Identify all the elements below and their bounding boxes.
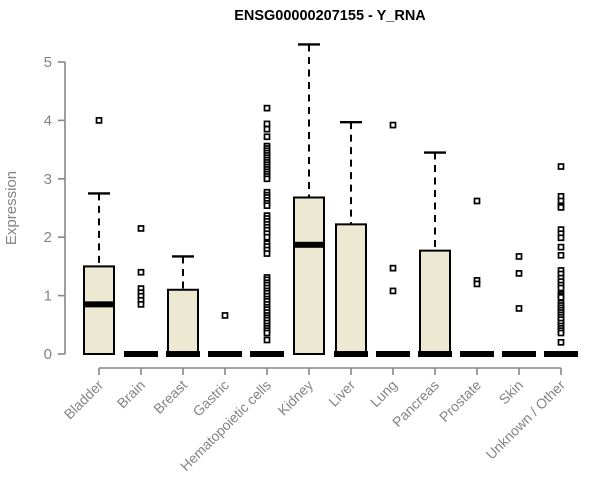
outlier-point <box>137 268 145 276</box>
outlier-point <box>557 338 565 346</box>
outlier-point <box>389 264 397 272</box>
outlier-point <box>557 294 565 301</box>
box-group <box>334 120 368 357</box>
y-tick-label: 4 <box>44 112 52 129</box>
x-category-label: Pancreas <box>389 377 442 430</box>
median-line <box>208 351 242 357</box>
outlier-point <box>557 163 565 170</box>
x-category-label: Liver <box>325 377 358 410</box>
chart-title: ENSG00000207155 - Y_RNA <box>234 8 426 24</box>
outlier-point <box>263 336 271 344</box>
box-body <box>293 196 325 355</box>
box-body <box>83 265 115 355</box>
outlier-point <box>263 120 271 128</box>
y-axis-label: Expression <box>3 171 20 245</box>
box-group <box>208 312 242 357</box>
y-tick-label: 5 <box>44 54 52 71</box>
box-group <box>460 197 494 357</box>
median-line <box>124 351 158 357</box>
outlier-point <box>557 234 565 242</box>
outlier-point <box>557 329 565 337</box>
x-category-label: Unknown / Other <box>483 377 569 463</box>
outlier-point <box>389 121 397 129</box>
x-category-label: Brain <box>114 377 148 411</box>
outlier-point <box>263 175 271 183</box>
outlier-point <box>221 312 229 319</box>
outlier-point <box>137 301 145 308</box>
x-category-label: Lung <box>367 377 400 410</box>
outlier-point <box>389 287 397 295</box>
outlier-point <box>263 250 271 257</box>
median-line <box>460 351 494 357</box>
box-body <box>419 249 451 355</box>
outlier-point <box>473 197 481 205</box>
outlier-point <box>473 280 481 288</box>
outlier-point <box>263 233 271 241</box>
box-group <box>544 163 578 357</box>
outlier-point <box>557 251 565 259</box>
box-group <box>124 225 158 357</box>
outlier-point <box>557 243 565 251</box>
outlier-point <box>557 284 565 292</box>
box-group <box>166 255 200 357</box>
outlier-point <box>263 125 271 133</box>
median-line <box>166 351 200 357</box>
x-category-label: Bladder <box>61 377 107 423</box>
outlier-point <box>263 133 271 141</box>
y-tick-label: 3 <box>44 171 52 188</box>
outlier-point <box>95 117 103 124</box>
y-tick-label: 1 <box>44 288 52 305</box>
y-tick-label: 2 <box>44 229 52 246</box>
median-line <box>544 351 578 357</box>
box-body <box>335 223 367 355</box>
box-group <box>376 121 410 357</box>
median-line <box>250 351 284 357</box>
outlier-point <box>263 329 271 337</box>
median-line <box>293 241 325 248</box>
outlier-point <box>515 253 523 260</box>
median-line <box>376 351 410 357</box>
outlier-point <box>515 270 523 277</box>
box-group <box>293 43 325 355</box>
median-line <box>418 351 452 357</box>
median-line <box>502 351 536 357</box>
box-group <box>250 104 284 357</box>
x-category-label: Skin <box>496 377 527 408</box>
box-group <box>502 253 536 357</box>
outlier-point <box>263 104 271 112</box>
box-body <box>167 288 199 356</box>
box-group <box>83 117 115 355</box>
y-axis: 0 1 2 3 4 5 <box>44 54 66 363</box>
y-tick-label: 0 <box>44 346 52 363</box>
boxplot-series <box>83 43 578 357</box>
median-line <box>334 351 368 357</box>
outlier-point <box>515 305 523 312</box>
x-category-label: Breast <box>150 377 190 417</box>
outlier-point <box>263 202 271 210</box>
outlier-point <box>557 204 565 211</box>
x-category-label: Kidney <box>275 377 317 419</box>
x-category-label: Prostate <box>436 377 484 425</box>
outlier-point <box>137 225 145 232</box>
box-group <box>418 151 452 357</box>
median-line <box>83 301 115 308</box>
